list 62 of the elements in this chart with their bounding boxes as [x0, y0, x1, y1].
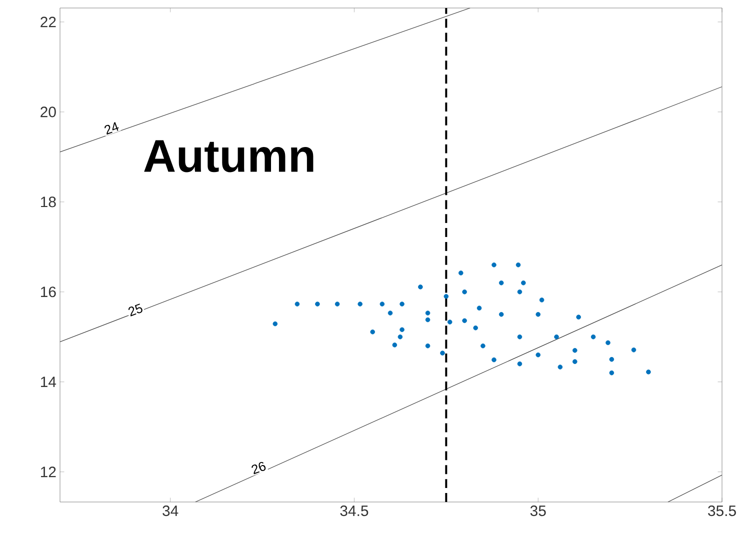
annotation: 24	[104, 122, 119, 135]
point	[444, 294, 449, 299]
point	[572, 348, 578, 353]
point	[358, 302, 362, 306]
point	[554, 334, 559, 340]
y-tick-label: 16	[41, 286, 56, 298]
point	[473, 325, 478, 330]
point	[398, 334, 403, 340]
point	[425, 317, 430, 322]
point	[517, 290, 522, 294]
annotation: 26	[252, 462, 266, 474]
point	[517, 334, 522, 340]
x-tick-label: 35	[530, 506, 546, 516]
point	[418, 284, 423, 290]
point	[400, 327, 404, 332]
point	[536, 312, 541, 317]
point	[458, 270, 464, 276]
point	[392, 342, 398, 348]
point	[425, 343, 430, 348]
point	[606, 340, 610, 346]
point	[370, 330, 376, 334]
point	[576, 314, 581, 320]
point	[480, 343, 486, 348]
point	[517, 361, 522, 366]
point	[315, 302, 320, 306]
point	[492, 262, 496, 268]
x-tick-label: 34.5	[340, 506, 368, 516]
point	[498, 312, 504, 317]
y-tick-label: 18	[41, 196, 56, 208]
point	[590, 334, 596, 340]
y-tick-label: 14	[41, 376, 56, 388]
point	[516, 262, 521, 268]
point	[646, 370, 651, 374]
point	[462, 318, 467, 324]
point	[294, 302, 300, 306]
x-tick-label: 35.5	[708, 506, 736, 516]
point	[492, 357, 496, 362]
point	[334, 302, 340, 306]
point	[380, 302, 385, 306]
point	[440, 350, 445, 356]
point	[536, 352, 541, 358]
y-tick-label: 22	[40, 16, 56, 28]
point	[609, 356, 614, 362]
point	[425, 310, 430, 316]
point	[388, 310, 393, 316]
annotation: Autumn	[144, 140, 314, 172]
point	[476, 306, 482, 310]
x-tick-label: 34	[162, 506, 178, 516]
point	[609, 370, 614, 376]
annotation: 25	[128, 304, 142, 316]
point	[539, 298, 544, 302]
y-tick-label: 12	[41, 466, 56, 478]
point	[498, 280, 504, 286]
point	[462, 290, 467, 294]
point	[521, 280, 526, 286]
point	[558, 364, 563, 370]
point	[272, 321, 278, 326]
point	[631, 348, 636, 352]
point	[400, 302, 404, 306]
point	[572, 359, 578, 364]
y-tick-label: 20	[40, 106, 56, 118]
point	[447, 320, 452, 324]
